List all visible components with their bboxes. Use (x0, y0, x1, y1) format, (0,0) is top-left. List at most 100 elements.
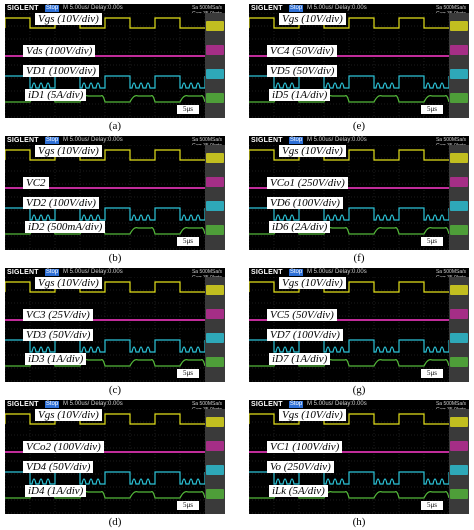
run-state-badge: Stop (289, 5, 303, 12)
channel-indicator (450, 417, 468, 427)
gate-voltage-trace (249, 149, 449, 161)
oscilloscope-screen: SIGLENT Stop M 5.00us/ Delay:0.00s Sa 500MS… (249, 400, 469, 514)
gate-voltage-trace (5, 413, 205, 425)
trace-label: Vgs (10V/div) (279, 277, 346, 289)
sample-rate-readout: Sa 500MSa/s (435, 401, 466, 407)
run-state-badge: Stop (45, 5, 59, 12)
device-voltage-trace (5, 75, 206, 89)
channel-sidebar (449, 145, 469, 250)
trace-label: VD3 (50V/div) (23, 329, 94, 341)
device-voltage-trace (249, 471, 450, 485)
channel-indicator (450, 45, 468, 55)
scope-panel-a: SIGLENT Stop M 5.00us/ Delay:0.00s Sa 500MS… (5, 4, 225, 132)
trace-label: Vgs (10V/div) (35, 13, 102, 25)
device-voltage-trace (249, 75, 450, 89)
trace-label: Vgs (10V/div) (279, 13, 346, 25)
channel-indicator (206, 489, 224, 499)
channel-indicator (206, 93, 224, 103)
device-voltage-trace (5, 207, 206, 221)
panel-caption: (c) (108, 384, 122, 396)
channel-sidebar (205, 409, 225, 514)
channel-indicator (206, 201, 224, 211)
scope-panel-d: SIGLENT Stop M 5.00us/ Delay:0.00s Sa 500MS… (5, 400, 225, 528)
scope-panel-b: SIGLENT Stop M 5.00us/ Delay:0.00s Sa 500MS… (5, 136, 225, 264)
panel-caption: (h) (352, 516, 366, 528)
channel-sidebar (449, 409, 469, 514)
channel-indicator (450, 489, 468, 499)
scope-status-bar: SIGLENT Stop M 5.00us/ Delay:0.00s Sa 500MS… (249, 268, 469, 281)
channel-sidebar (205, 13, 225, 118)
channel-indicator (206, 153, 224, 163)
run-state-badge: Stop (45, 137, 59, 144)
trace-label: iD6 (2A/div) (269, 221, 331, 233)
channel-indicator (450, 201, 468, 211)
channel-indicator (450, 309, 468, 319)
device-voltage-trace (249, 207, 450, 221)
oscilloscope-screen: SIGLENT Stop M 5.00us/ Delay:0.00s Sa 500MS… (249, 136, 469, 250)
channel-indicator (450, 21, 468, 31)
brand-logo: SIGLENT (251, 5, 283, 12)
waveform-svg (249, 12, 450, 118)
panel-caption: (g) (352, 384, 366, 396)
channel-sidebar (205, 145, 225, 250)
scope-status-bar: SIGLENT Stop M 5.00us/ Delay:0.00s Sa 500MS… (249, 136, 469, 149)
run-state-badge: Stop (289, 269, 303, 276)
trace-label: VCo2 (100V/div) (23, 441, 104, 453)
panel-caption: (f) (353, 252, 365, 264)
scope-status-bar: SIGLENT Stop M 5.00us/ Delay:0.00s Sa 500MS… (5, 4, 225, 17)
trace-label: Vo (250V/div) (267, 461, 334, 473)
gate-voltage-trace (5, 281, 205, 293)
gate-voltage-trace (249, 413, 449, 425)
trace-label: iD1 (5A/div) (25, 89, 87, 101)
trace-label: Vds (100V/div) (23, 45, 96, 57)
gate-voltage-trace (249, 281, 449, 293)
time-scale-label: 5μs (421, 105, 443, 114)
scope-status-bar: SIGLENT Stop M 5.00us/ Delay:0.00s Sa 500MS… (5, 400, 225, 413)
trace-label: iD4 (1A/div) (25, 485, 87, 497)
panel-caption: (e) (352, 120, 366, 132)
trace-label: iD5 (1A/div) (269, 89, 331, 101)
trace-label: Vgs (10V/div) (279, 409, 346, 421)
brand-logo: SIGLENT (251, 401, 283, 408)
device-voltage-trace (249, 339, 450, 353)
scope-panel-h: SIGLENT Stop M 5.00us/ Delay:0.00s Sa 500MS… (249, 400, 469, 528)
channel-indicator (206, 69, 224, 79)
channel-sidebar (205, 277, 225, 382)
channel-indicator (450, 465, 468, 475)
channel-indicator (206, 177, 224, 187)
panel-caption: (b) (108, 252, 122, 264)
scope-status-bar: SIGLENT Stop M 5.00us/ Delay:0.00s Sa 500MS… (5, 268, 225, 281)
trace-label: VC2 (23, 177, 49, 189)
trace-label: VD1 (100V/div) (23, 65, 99, 77)
channel-indicator (450, 357, 468, 367)
gate-voltage-trace (5, 149, 205, 161)
timebase-readout: M 5.00us/ Delay:0.00s (307, 269, 367, 275)
panel-caption: (a) (108, 120, 122, 132)
timebase-readout: M 5.00us/ Delay:0.00s (307, 401, 367, 407)
channel-indicator (206, 333, 224, 343)
trace-label: VD6 (100V/div) (267, 197, 343, 209)
trace-label: Vgs (10V/div) (35, 277, 102, 289)
time-scale-label: 5μs (421, 369, 443, 378)
oscilloscope-screen: SIGLENT Stop M 5.00us/ Delay:0.00s Sa 500MS… (5, 136, 225, 250)
trace-label: VD2 (100V/div) (23, 197, 99, 209)
channel-indicator (450, 225, 468, 235)
time-scale-label: 5μs (177, 105, 199, 114)
trace-label: Vgs (10V/div) (279, 145, 346, 157)
channel-indicator (450, 177, 468, 187)
timebase-readout: M 5.00us/ Delay:0.00s (63, 137, 123, 143)
channel-indicator (206, 21, 224, 31)
timebase-readout: M 5.00us/ Delay:0.00s (63, 5, 123, 11)
trace-label: VC4 (50V/div) (267, 45, 337, 57)
panel-caption: (d) (108, 516, 122, 528)
channel-indicator (450, 285, 468, 295)
brand-logo: SIGLENT (251, 269, 283, 276)
sample-rate-readout: Sa 500MSa/s (435, 5, 466, 11)
channel-indicator (206, 465, 224, 475)
trace-label: VCo1 (250V/div) (267, 177, 348, 189)
gate-voltage-trace (249, 17, 449, 29)
trace-label: Vgs (10V/div) (35, 145, 102, 157)
channel-indicator (206, 417, 224, 427)
channel-indicator (206, 285, 224, 295)
device-voltage-trace (5, 471, 206, 485)
